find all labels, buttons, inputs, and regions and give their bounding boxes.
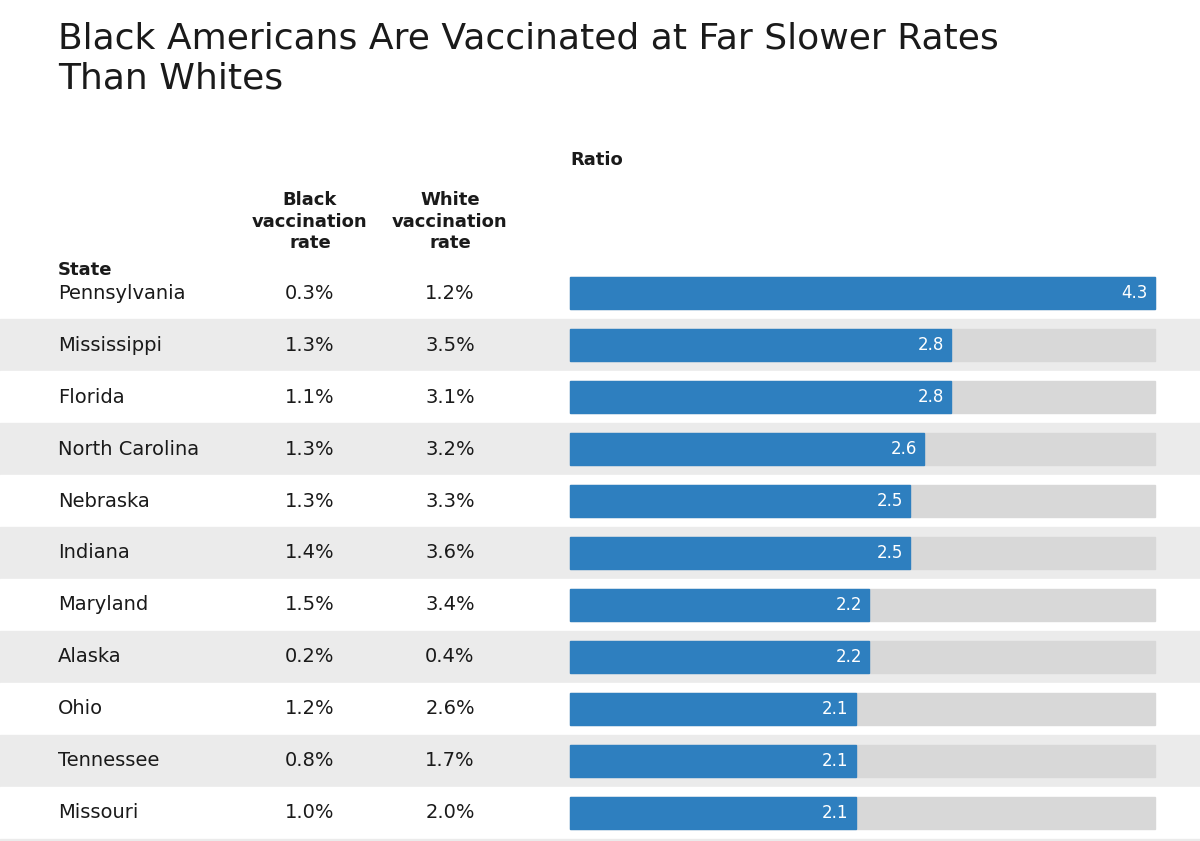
Text: 1.4%: 1.4%: [286, 543, 335, 563]
Text: 1.1%: 1.1%: [286, 388, 335, 406]
Bar: [570, 797, 856, 829]
Text: 1.0%: 1.0%: [286, 803, 335, 822]
Bar: [570, 641, 1154, 673]
Bar: [570, 381, 950, 413]
Text: Black
vaccination
rate: Black vaccination rate: [252, 191, 368, 252]
Text: Tennessee: Tennessee: [58, 752, 160, 770]
Bar: [0, 319, 1200, 371]
Bar: [0, 735, 1200, 787]
Bar: [0, 683, 1200, 735]
Text: Mississippi: Mississippi: [58, 336, 162, 355]
Text: 2.0%: 2.0%: [425, 803, 475, 822]
Text: 2.1: 2.1: [822, 752, 848, 770]
Text: Florida: Florida: [58, 388, 125, 406]
Bar: [570, 381, 1154, 413]
Text: 0.3%: 0.3%: [286, 283, 335, 303]
Bar: [570, 537, 910, 569]
Bar: [570, 277, 1154, 309]
Text: 1.3%: 1.3%: [286, 336, 335, 355]
Text: 1.2%: 1.2%: [425, 283, 475, 303]
Bar: [570, 589, 869, 621]
Text: White
vaccination
rate: White vaccination rate: [392, 191, 508, 252]
Text: 3.1%: 3.1%: [425, 388, 475, 406]
Text: State: State: [58, 261, 113, 279]
Bar: [0, 267, 1200, 319]
Text: 2.1: 2.1: [822, 804, 848, 822]
Text: 3.4%: 3.4%: [425, 595, 475, 615]
Text: 2.5: 2.5: [877, 492, 904, 510]
Bar: [570, 745, 856, 777]
Bar: [0, 787, 1200, 839]
Text: Pennsylvania: Pennsylvania: [58, 283, 186, 303]
Bar: [570, 797, 1154, 829]
Text: 1.3%: 1.3%: [286, 440, 335, 458]
Text: 2.6%: 2.6%: [425, 700, 475, 718]
Bar: [570, 433, 1154, 465]
Bar: [0, 475, 1200, 527]
Text: 3.3%: 3.3%: [425, 491, 475, 510]
Text: 2.8: 2.8: [918, 388, 944, 406]
Text: 3.6%: 3.6%: [425, 543, 475, 563]
Bar: [570, 641, 869, 673]
Text: 0.2%: 0.2%: [286, 648, 335, 667]
Text: 1.3%: 1.3%: [286, 491, 335, 510]
Bar: [570, 277, 1154, 309]
Text: 0.4%: 0.4%: [425, 648, 475, 667]
Text: 2.2: 2.2: [836, 648, 863, 666]
Bar: [570, 329, 950, 361]
Text: Ratio: Ratio: [570, 151, 623, 169]
Bar: [0, 839, 1200, 841]
Text: 2.5: 2.5: [877, 544, 904, 562]
Bar: [0, 423, 1200, 475]
Text: 1.2%: 1.2%: [286, 700, 335, 718]
Bar: [0, 579, 1200, 631]
Text: Ohio: Ohio: [58, 700, 103, 718]
Bar: [570, 485, 910, 517]
Bar: [570, 485, 1154, 517]
Text: 2.2: 2.2: [836, 596, 863, 614]
Bar: [570, 693, 856, 725]
Text: 1.7%: 1.7%: [425, 752, 475, 770]
Text: Indiana: Indiana: [58, 543, 130, 563]
Text: 2.6: 2.6: [890, 440, 917, 458]
Text: 3.5%: 3.5%: [425, 336, 475, 355]
Bar: [570, 693, 1154, 725]
Text: 4.3: 4.3: [1122, 284, 1148, 302]
Text: 0.8%: 0.8%: [286, 752, 335, 770]
Text: Black Americans Are Vaccinated at Far Slower Rates
Than Whites: Black Americans Are Vaccinated at Far Sl…: [58, 21, 998, 96]
Bar: [0, 631, 1200, 683]
Text: North Carolina: North Carolina: [58, 440, 199, 458]
Text: Alaska: Alaska: [58, 648, 121, 667]
Text: Nebraska: Nebraska: [58, 491, 150, 510]
Bar: [570, 745, 1154, 777]
Text: 2.1: 2.1: [822, 700, 848, 718]
Text: 3.2%: 3.2%: [425, 440, 475, 458]
Text: 2.8: 2.8: [918, 336, 944, 354]
Bar: [570, 537, 1154, 569]
Bar: [570, 433, 924, 465]
Text: Missouri: Missouri: [58, 803, 138, 822]
Text: Maryland: Maryland: [58, 595, 149, 615]
Bar: [0, 527, 1200, 579]
Bar: [570, 589, 1154, 621]
Bar: [0, 371, 1200, 423]
Bar: [570, 329, 1154, 361]
Text: 1.5%: 1.5%: [286, 595, 335, 615]
